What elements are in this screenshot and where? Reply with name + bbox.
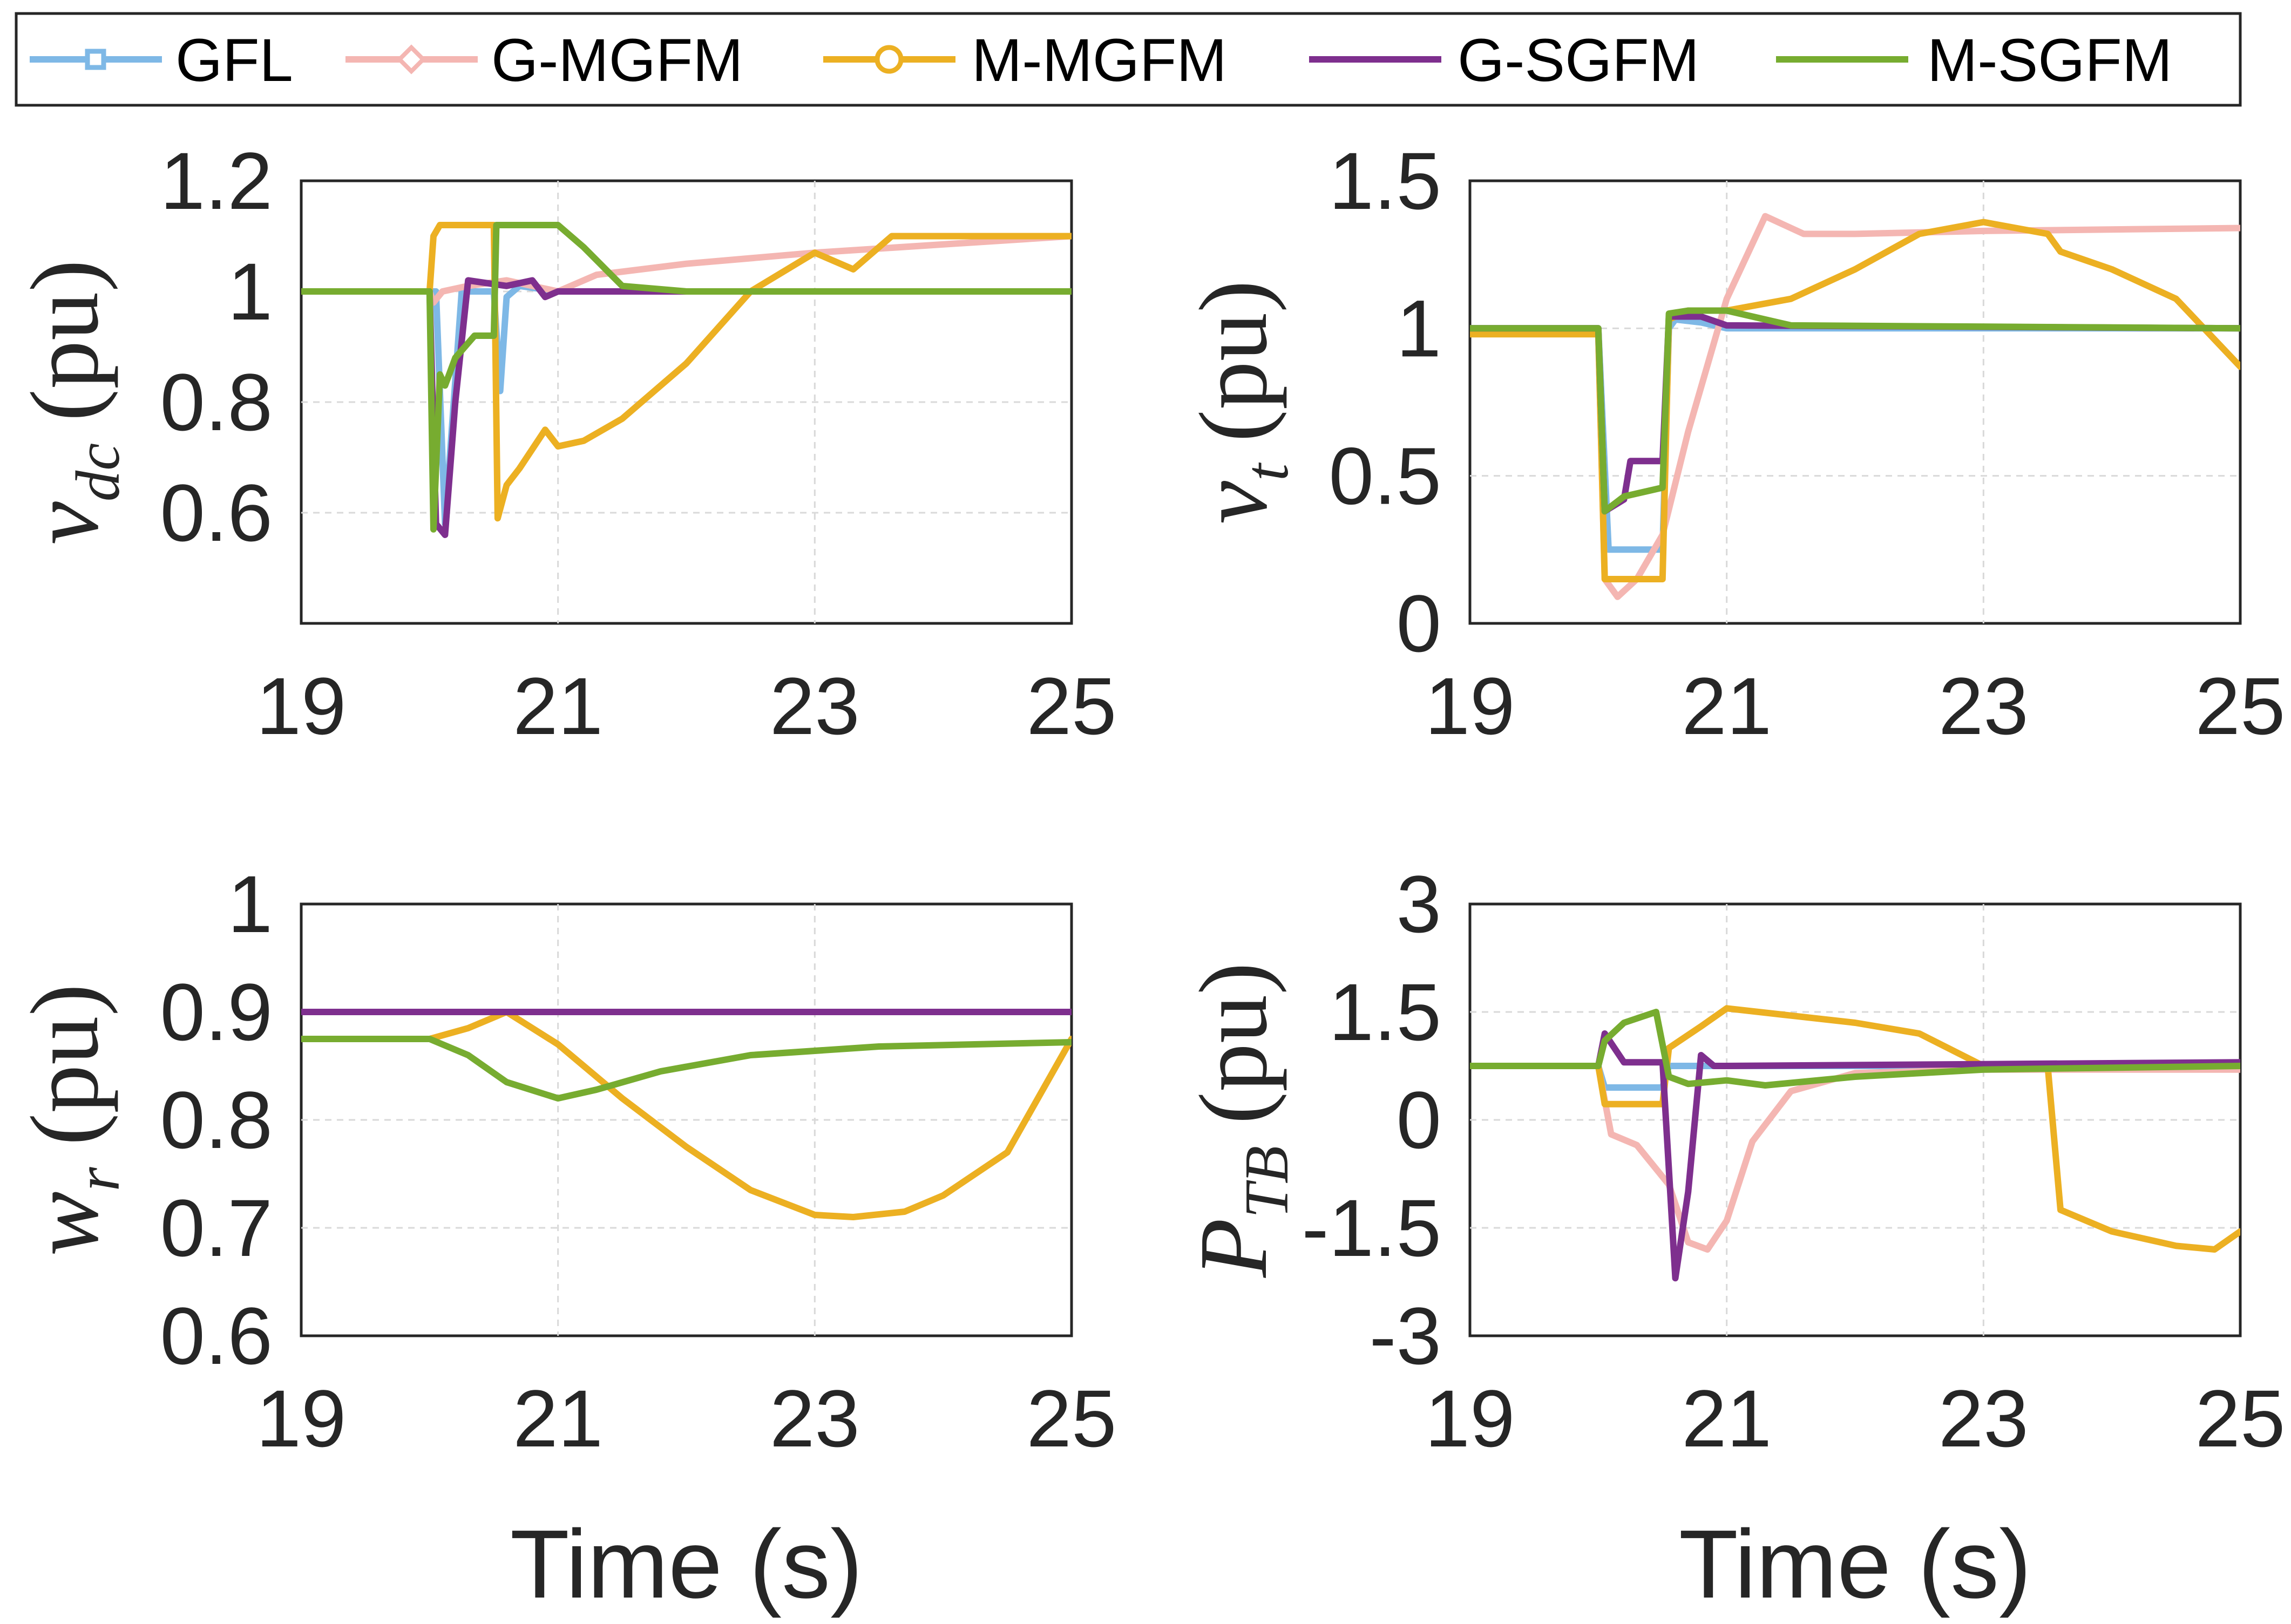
series-line-m-sgfm: [1470, 1009, 2240, 1089]
y-label-unit: (pu): [11, 260, 118, 422]
series-group: [301, 222, 1072, 538]
x-tick-label: 25: [2195, 1373, 2286, 1464]
y-axis-label: vt (pu): [1180, 280, 1301, 524]
marker-circle: [875, 45, 904, 74]
legend-item-m-sgfm: M-SGFM: [1776, 26, 2172, 94]
x-tick-label: 21: [513, 1373, 603, 1464]
y-label-sub: TB: [1232, 1146, 1301, 1218]
x-tick-label: 19: [1425, 1373, 1515, 1464]
y-label-unit: (pu): [1180, 280, 1287, 442]
y-tick-label: 1: [1397, 283, 1441, 373]
y-label-var: w: [11, 1191, 118, 1256]
y-label-var: v: [11, 501, 118, 545]
y-label-sub: t: [1232, 462, 1301, 481]
y-axis-label: vdc (pu): [11, 260, 132, 545]
x-tick-label: 19: [256, 661, 347, 751]
y-tick-label: -1.5: [1302, 1183, 1441, 1273]
y-tick-label: 0.7: [160, 1183, 273, 1273]
y-tick-label: 0.9: [160, 967, 273, 1057]
x-tick-label: 25: [2195, 661, 2286, 751]
x-tick-label: 25: [1027, 661, 1117, 751]
y-tick-label: 0.6: [160, 467, 273, 558]
series-line-m-sgfm: [301, 222, 1072, 533]
x-tick-label: 23: [770, 661, 860, 751]
series-line-m-sgfm: [301, 1036, 1072, 1102]
y-label-var: v: [1180, 481, 1287, 524]
marker-square: [85, 49, 106, 70]
y-tick-label: 0.5: [1328, 431, 1441, 521]
panel-vdc: 19 21 23 25 0.6 0.8 1 1.2 vdc (pu): [11, 135, 1116, 751]
y-tick-label: 1: [228, 859, 273, 949]
x-tick-label: 25: [1027, 1373, 1117, 1464]
x-tick-label: 21: [513, 661, 603, 751]
legend-label: M-MGFM: [972, 26, 1227, 94]
series-group: [301, 1009, 1072, 1220]
x-axis-label: Time (s): [510, 1510, 863, 1619]
y-label-sub: r: [64, 1166, 132, 1191]
y-label-var: P: [1180, 1218, 1287, 1278]
y-tick-label: 3: [1397, 859, 1441, 949]
legend-label: GFL: [175, 26, 293, 94]
legend-item-g-mgfm: G-MGFM: [345, 26, 743, 94]
y-tick-label: 1.5: [1328, 967, 1441, 1057]
series-group: [1470, 1005, 2240, 1282]
axes-vt: [1468, 179, 2242, 625]
y-axis-label: PTB (pu): [1180, 962, 1301, 1278]
x-tick-label: 23: [1938, 1373, 2029, 1464]
legend-item-m-mgfm: M-MGFM: [823, 26, 1227, 94]
series-line-m-mgfm: [1470, 1005, 2240, 1253]
series-group: [1470, 213, 2240, 600]
legend-label: M-SGFM: [1927, 26, 2172, 94]
y-label-unit: (pu): [1180, 962, 1287, 1124]
x-tick-label: 19: [256, 1373, 347, 1464]
y-tick-label: 1: [228, 246, 273, 337]
y-tick-label: 0.8: [160, 1075, 273, 1165]
legend-item-gfl: GFL: [30, 26, 293, 94]
series-line-m-sgfm: [1470, 307, 2240, 515]
panel-ptb: 19 21 23 25 -3 -1.5 0 1.5 3 PTB (pu) Time (s): [1180, 859, 2285, 1619]
x-tick-label: 19: [1425, 661, 1515, 751]
series-line-m-mgfm: [1470, 219, 2240, 582]
legend-item-g-sgfm: G-SGFM: [1309, 26, 1699, 94]
x-axis-label: Time (s): [1679, 1510, 2031, 1619]
y-tick-label: 0.8: [160, 357, 273, 447]
y-label-unit: (pu): [11, 984, 118, 1146]
x-tick-label: 21: [1682, 661, 1772, 751]
y-tick-label: 0: [1397, 1075, 1441, 1165]
y-tick-label: 0.6: [160, 1290, 273, 1381]
y-tick-label: 0: [1397, 578, 1441, 669]
series-line-m-mgfm: [301, 222, 1072, 522]
y-label-sub: dc: [64, 443, 132, 502]
legend: GFL G-MGFM M-MGFM G-SGFM M-SGFM: [15, 12, 2242, 107]
marker-diamond: [396, 44, 426, 74]
series-line-g-mgfm: [1470, 1063, 2240, 1253]
x-tick-label: 23: [1938, 661, 2029, 751]
legend-label: G-SGFM: [1458, 26, 1699, 94]
panel-vt: 19 21 23 25 0 0.5 1 1.5 vt (pu): [1180, 135, 2285, 751]
y-tick-label: 1.2: [160, 135, 273, 226]
series-line-m-mgfm: [301, 1009, 1072, 1220]
x-tick-label: 23: [770, 1373, 860, 1464]
panel-wr: 19 21 23 25 0.6 0.7 0.8 0.9 1 wr (pu) Time (s): [11, 859, 1116, 1619]
y-tick-label: 1.5: [1328, 135, 1441, 226]
y-tick-label: -3: [1370, 1290, 1441, 1381]
legend-label: G-MGFM: [491, 26, 743, 94]
x-tick-label: 21: [1682, 1373, 1772, 1464]
y-axis-label: wr (pu): [11, 984, 132, 1256]
